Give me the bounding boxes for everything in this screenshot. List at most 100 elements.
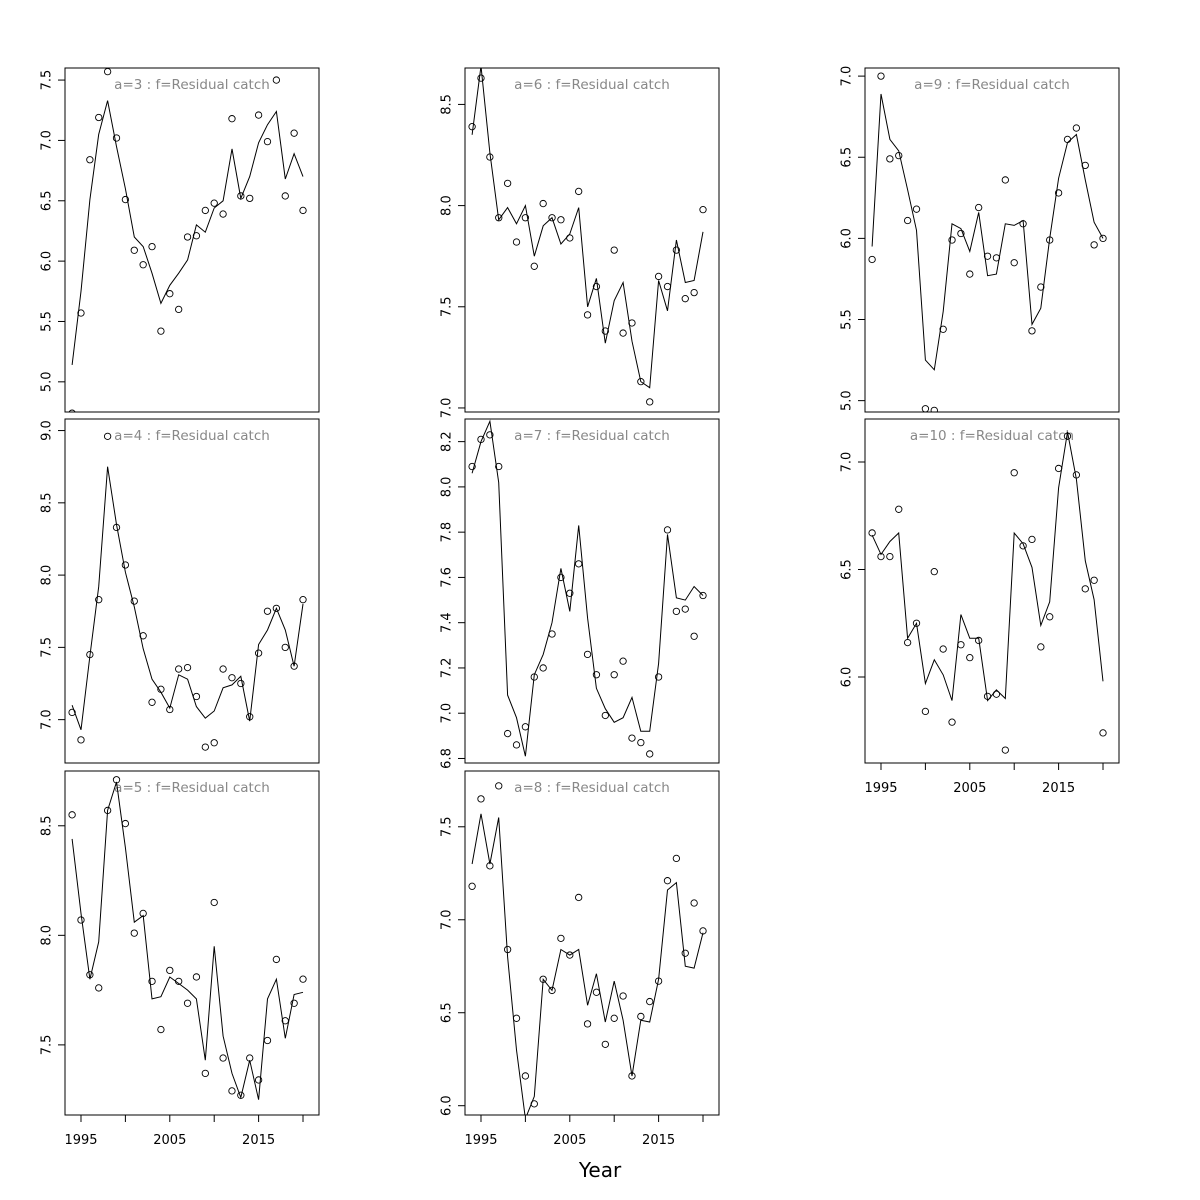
observed-point [299,596,307,604]
observed-point [966,654,974,662]
observed-point [254,649,263,657]
observed-point [512,238,521,246]
y-tick-label: 8.0 [40,925,55,946]
observed-point [183,663,192,672]
observed-point [601,711,609,720]
y-tick-label: 7.0 [40,709,55,730]
observed-point [903,638,912,647]
data-marks [868,431,1107,754]
fitted-series-line [871,431,1104,702]
observed-point [263,607,272,615]
plot-frame [64,67,320,413]
observed-point [95,596,103,604]
observed-point [228,674,236,682]
observed-point [1090,576,1098,584]
fitted-series-line [471,419,704,757]
observed-point [646,997,654,1006]
observed-point [95,113,103,122]
x-tick-label: 2005 [553,1133,586,1148]
observed-point [663,526,672,534]
observed-point [619,329,627,337]
x-tick-label: 2005 [153,1133,186,1148]
observed-point [521,214,530,222]
observed-point [272,604,281,612]
fitted-series-line [71,781,304,1100]
y-tick-label: 7.8 [440,522,455,543]
observed-point [477,74,485,82]
y-tick-label: 6.8 [440,748,455,769]
observed-point [895,151,903,160]
observed-point [130,929,138,937]
observed-point [1063,135,1072,144]
y-tick-label: 6.0 [440,1095,455,1116]
observed-point [681,295,689,303]
observed-point [1099,729,1107,737]
y-tick-label: 8.2 [440,431,455,452]
observed-point [1037,283,1045,291]
observed-point [646,398,654,406]
observed-point [957,229,965,238]
fitted-series-line [871,93,1104,371]
observed-point [512,1014,521,1022]
observed-point [130,246,138,254]
observed-point [183,999,192,1007]
observed-point [557,934,565,943]
x-tick-label: 2015 [1042,781,1075,796]
y-tick-label: 5.5 [840,309,855,330]
observed-point [77,736,85,744]
observed-point [201,1069,209,1078]
y-tick-label: 7.5 [40,70,55,91]
observed-point [539,664,547,672]
panel-title: a=6 : f=Residual catch [514,77,670,93]
data-marks [868,72,1107,412]
observed-point [299,206,307,215]
panel-2: a=6 : f=Residual catch 7.0 7.5 8.0 8.5 [440,67,720,418]
observed-point [690,899,698,907]
observed-point [495,462,503,471]
observed-point [495,214,503,222]
panel-7: a=5 : f=Residual catch 7.5 8.0 8.5 1995 2005 2… [40,770,320,1148]
observed-point [103,68,112,76]
y-tick-label: 5.5 [40,311,55,332]
observed-point [486,431,494,439]
observed-point [637,738,645,747]
observed-point [966,270,974,278]
observed-point [895,505,903,513]
panel-title: a=5 : f=Residual catch [114,780,270,796]
observed-point [121,561,130,569]
observed-point [654,272,663,281]
plot-frame [64,418,320,764]
observed-point [139,261,147,269]
observed-point [281,643,289,652]
observed-point [183,233,192,241]
panel-title: a=3 : f=Residual catch [114,77,270,93]
observed-point [148,977,156,985]
observed-point [539,199,547,208]
observed-point [601,1040,609,1048]
observed-point [210,898,218,907]
observed-point [557,573,565,582]
panel-6: a=10 : f=Residual catch 6.0 6.5 7.0 1995 2005… [840,418,1120,796]
observed-point [654,673,663,681]
y-tick-label: 8.5 [40,492,55,513]
x-tick-label: 1995 [464,1133,497,1148]
y-tick-label: 7.5 [40,637,55,658]
y-tick-label: 7.6 [440,567,455,588]
x-axis-label: Year [578,1158,622,1182]
observed-point [886,155,894,163]
observed-point [166,290,174,298]
observed-point [130,597,138,605]
fitted-series-line [71,100,304,365]
observed-point [601,327,609,335]
y-tick-label: 8.0 [40,565,55,586]
plot-frame [864,418,1120,764]
observed-point [681,605,689,613]
y-tick-label: 6.5 [40,190,55,211]
observed-point [557,216,565,224]
observed-point [619,992,627,1000]
observed-point [219,210,227,218]
observed-point [148,242,156,251]
data-marks [68,776,307,1100]
x-tick-label: 2015 [642,1133,675,1148]
y-tick-label: 5.0 [40,371,55,392]
